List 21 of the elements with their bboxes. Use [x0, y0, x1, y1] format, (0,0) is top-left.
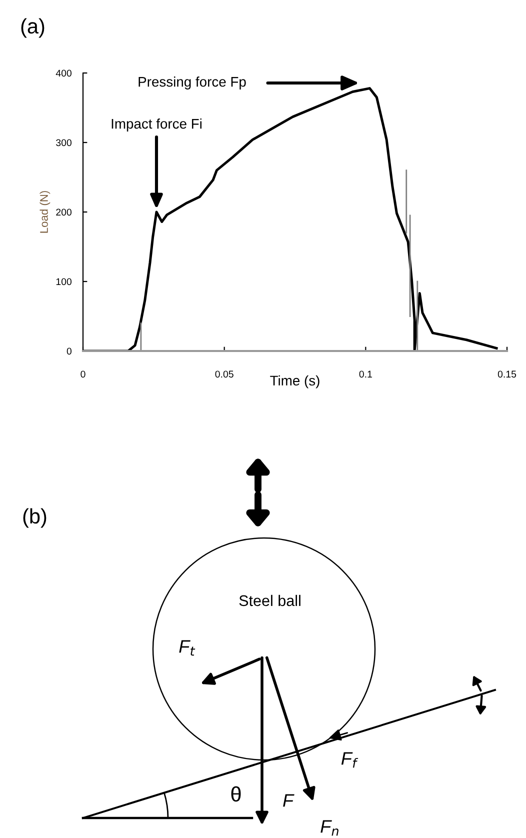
x-tick-label: 0.05 — [215, 370, 234, 378]
y-tick-label: 200 — [56, 208, 72, 216]
y-tick-label: 100 — [56, 278, 72, 286]
annotation: Impact force Fi — [112, 118, 202, 132]
text: F — [283, 794, 294, 807]
y-tick-label: 0 — [66, 348, 72, 355]
x-axis-title: Time (s) — [270, 375, 320, 388]
x-tick-label: 0.15 — [498, 370, 516, 378]
text: F$_{n}$ — [320, 820, 338, 836]
y-tick-label: 300 — [56, 139, 72, 146]
annotation: Pressing force Fp — [138, 76, 246, 90]
y-tick-label: 400 — [56, 70, 72, 77]
x-tick-label: 0.1 — [359, 370, 372, 378]
text: (a) — [21, 18, 44, 38]
x-tick-label: 0 — [80, 370, 86, 378]
text: θ — [231, 786, 241, 802]
text: (b) — [23, 508, 46, 528]
text: Steel ball — [239, 594, 300, 606]
text: F$_{t}$ — [179, 640, 196, 656]
text: F$_{f}$ — [341, 752, 358, 768]
y-axis-title: Load (N) — [40, 191, 50, 233]
